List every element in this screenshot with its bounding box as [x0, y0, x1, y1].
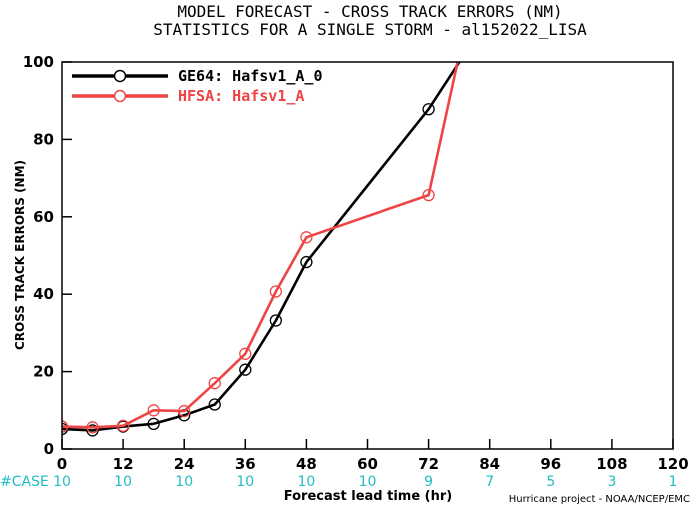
y-tick-label: 40 — [33, 285, 54, 303]
x-tick-label: 36 — [235, 455, 256, 473]
x-tick-label: 48 — [296, 455, 317, 473]
case-count: 5 — [546, 474, 555, 490]
x-tick-label: 60 — [357, 455, 378, 473]
plot-frame — [61, 61, 674, 450]
case-count-label: #CASE — [0, 474, 49, 490]
y-tick-label: 100 — [23, 53, 54, 71]
chart-subtitle: STATISTICS FOR A SINGLE STORM - al152022… — [153, 20, 587, 39]
series-line-0 — [62, 62, 461, 432]
x-tick-label: 0 — [57, 455, 67, 473]
series-point — [86, 424, 99, 437]
series-point — [422, 188, 435, 202]
credit-text: Hurricane project - NOAA/NCEP/EMC — [509, 494, 690, 505]
y-axis-label: CROSS TRACK ERRORS (NM) — [13, 160, 27, 350]
case-count: 10 — [175, 474, 193, 490]
case-count: 10 — [114, 474, 132, 490]
case-count: 10 — [297, 474, 315, 490]
series-point — [86, 421, 99, 434]
series-layer — [62, 62, 461, 437]
series-point — [300, 231, 313, 244]
series-point — [178, 404, 191, 418]
x-tick-label: 108 — [596, 455, 627, 473]
case-count: 10 — [53, 474, 71, 490]
series-point — [208, 398, 221, 411]
series-point — [147, 404, 160, 417]
series-point — [269, 285, 283, 298]
legend-marker-0 — [113, 69, 127, 83]
case-count: 3 — [607, 474, 616, 490]
case-count: 7 — [485, 474, 494, 490]
series-point — [239, 347, 252, 360]
x-tick-label: 96 — [540, 455, 561, 473]
series-point — [208, 377, 221, 390]
case-count: 1 — [669, 474, 678, 490]
series-line-1 — [62, 62, 459, 429]
y-tick-label: 20 — [33, 363, 54, 381]
case-count: 10 — [236, 474, 254, 490]
series-point — [422, 103, 435, 116]
legend: GE64: Hafsv1_A_0 HFSA: Hafsv1_A — [72, 67, 323, 105]
series-point — [300, 255, 313, 269]
series-point — [62, 420, 69, 433]
y-tick-label: 0 — [44, 440, 54, 458]
series-point — [116, 419, 130, 432]
x-tick-label: 84 — [479, 455, 500, 473]
legend-label-0: GE64: Hafsv1_A_0 — [178, 67, 323, 85]
series-point — [239, 363, 252, 376]
legend-marker-1 — [113, 89, 127, 103]
y-tick-label: 80 — [33, 130, 54, 148]
legend-label-1: HFSA: Hafsv1_A — [178, 87, 304, 105]
series-point — [269, 314, 283, 327]
x-tick-label: 24 — [174, 455, 195, 473]
x-tick-label: 12 — [113, 455, 134, 473]
chart-title: MODEL FORECAST - CROSS TRACK ERRORS (NM) — [177, 2, 562, 21]
case-count: 9 — [424, 474, 433, 490]
x-tick-label: 72 — [418, 455, 439, 473]
x-axis-label: Forecast lead time (hr) — [284, 489, 452, 504]
y-tick-label: 60 — [33, 208, 54, 226]
x-tick-label: 120 — [657, 455, 688, 473]
series-point — [147, 417, 160, 430]
ticks-layer: 0 12 24 36 48 60 72 84 96 108 120 0 20 40 60 80 100 10 10 1… — [23, 53, 689, 490]
case-count: 10 — [359, 474, 377, 490]
